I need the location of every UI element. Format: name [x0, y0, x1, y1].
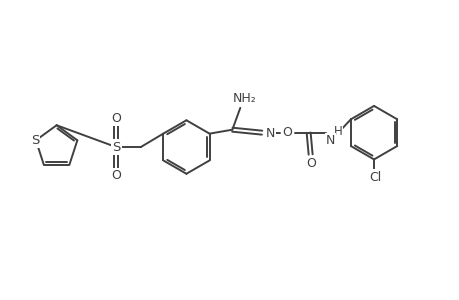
- Text: S: S: [112, 140, 120, 154]
- Text: NH₂: NH₂: [232, 92, 256, 106]
- Text: O: O: [281, 126, 291, 139]
- Text: S: S: [31, 134, 39, 147]
- Text: Cl: Cl: [368, 171, 381, 184]
- Text: H: H: [333, 125, 341, 138]
- Text: O: O: [111, 112, 121, 125]
- Text: O: O: [306, 157, 316, 170]
- Text: N: N: [265, 127, 274, 140]
- Text: O: O: [111, 169, 121, 182]
- Text: N: N: [325, 134, 335, 147]
